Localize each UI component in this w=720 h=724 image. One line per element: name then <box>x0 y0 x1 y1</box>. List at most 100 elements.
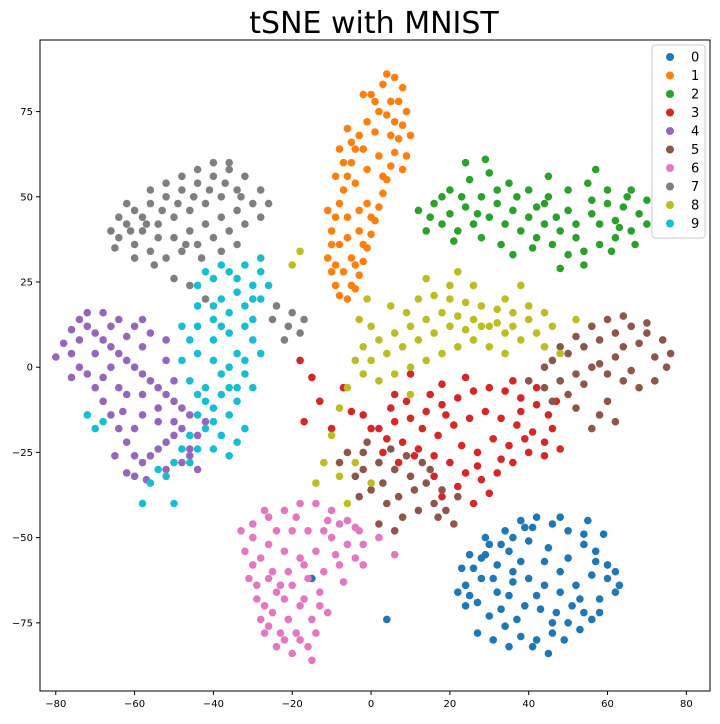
scatter-point-digit-6 <box>339 578 348 586</box>
scatter-point-digit-1 <box>398 83 407 92</box>
scatter-point-digit-9 <box>178 322 186 331</box>
scatter-point-digit-8 <box>387 302 395 310</box>
scatter-point-digit-8 <box>501 349 509 358</box>
scatter-point-digit-8 <box>532 329 541 337</box>
scatter-point-digit-1 <box>343 295 352 303</box>
scatter-point-digit-3 <box>327 424 336 433</box>
scatter-point-digit-3 <box>473 448 482 457</box>
scatter-point-digit-2 <box>611 233 620 242</box>
scatter-point-digit-6 <box>256 554 265 562</box>
scatter-point-digit-9 <box>146 479 155 487</box>
scatter-point-digit-9 <box>256 295 265 303</box>
x-axis: −80 −60 −40 −20 0 20 40 60 80 <box>45 691 693 710</box>
scatter-point-digit-2 <box>556 264 564 273</box>
scatter-point-digit-9 <box>162 472 170 481</box>
scatter-point-digit-5 <box>658 336 667 344</box>
scatter-point-digit-6 <box>288 581 297 590</box>
scatter-point-digit-7 <box>280 336 289 344</box>
scatter-point-digit-1 <box>387 162 395 170</box>
scatter-point-digit-0 <box>615 581 624 590</box>
scatter-point-digit-1 <box>390 73 399 82</box>
scatter-point-digit-2 <box>603 199 612 208</box>
scatter-point-digit-0 <box>588 571 596 579</box>
scatter-point-digit-3 <box>418 424 427 433</box>
scatter-point-digit-1 <box>390 118 399 126</box>
scatter-point-digit-1 <box>375 152 383 160</box>
scatter-point-digit-6 <box>276 629 285 637</box>
scatter-point-digit-8 <box>343 383 352 392</box>
legend-label-5: 5 <box>691 143 699 158</box>
scatter-point-digit-4 <box>154 404 162 412</box>
scatter-point-digit-7 <box>225 158 233 167</box>
scatter-point-digit-4 <box>170 397 178 406</box>
scatter-point-digit-4 <box>67 325 76 334</box>
scatter-point-digit-9 <box>241 261 249 269</box>
scatter-point-digit-2 <box>477 233 486 242</box>
scatter-point-digit-1 <box>335 199 344 208</box>
scatter-point-digit-8 <box>406 322 415 331</box>
scatter-point-digit-3 <box>442 411 450 419</box>
scatter-point-digit-1 <box>367 90 375 99</box>
scatter-point-digit-3 <box>556 445 564 453</box>
scatter-point-digit-3 <box>430 452 438 460</box>
scatter-point-digit-1 <box>394 97 403 106</box>
scatter-point-digit-8 <box>461 325 470 334</box>
scatter-point-digit-1 <box>359 240 368 249</box>
x-tick-label: 40 <box>522 699 535 710</box>
scatter-point-digit-6 <box>327 533 336 542</box>
scatter-point-digit-4 <box>99 397 107 406</box>
scatter-point-digit-0 <box>521 602 529 610</box>
scatter-point-digit-1 <box>371 97 379 106</box>
scatter-point-digit-2 <box>457 193 466 201</box>
scatter-point-digit-8 <box>414 295 423 303</box>
scatter-point-digit-2 <box>556 227 564 235</box>
scatter-point-digit-9 <box>193 390 202 399</box>
scatter-point-digit-5 <box>442 506 450 515</box>
scatter-point-digit-9 <box>209 336 218 344</box>
scatter-point-digit-7 <box>193 240 202 249</box>
scatter-point-digit-0 <box>540 557 549 566</box>
scatter-point-digit-2 <box>580 261 588 269</box>
scatter-point-digit-0 <box>556 588 564 596</box>
scatter-point-digit-0 <box>524 537 533 545</box>
scatter-point-digit-4 <box>170 431 178 440</box>
scatter-point-digit-6 <box>292 513 301 521</box>
scatter-point-digit-4 <box>130 322 139 331</box>
scatter-point-digit-5 <box>619 377 628 385</box>
legend-label-9: 9 <box>691 217 699 232</box>
scatter-point-digit-3 <box>375 424 383 433</box>
scatter-point-digit-7 <box>209 172 218 181</box>
scatter-point-digit-7 <box>209 158 218 167</box>
scatter-point-digit-4 <box>75 336 84 344</box>
scatter-point-digit-8 <box>556 349 564 358</box>
scatter-point-digit-2 <box>505 179 513 187</box>
scatter-point-digit-9 <box>193 411 202 419</box>
legend: 0 1 2 3 4 5 6 7 8 9 <box>651 44 706 239</box>
scatter-point-digit-1 <box>398 165 407 174</box>
scatter-point-digit-9 <box>217 390 226 399</box>
scatter-point-digit-9 <box>225 383 233 392</box>
scatter-point-digit-4 <box>193 465 202 474</box>
scatter-point-digit-1 <box>387 97 395 106</box>
scatter-point-digit-6 <box>237 527 245 535</box>
scatter-point-digit-0 <box>461 602 470 610</box>
scatter-point-digit-5 <box>556 343 564 351</box>
scatter-point-digit-9 <box>201 424 210 433</box>
scatter-point-digit-2 <box>611 216 620 225</box>
scatter-point-digit-9 <box>249 281 257 290</box>
scatter-point-digit-4 <box>138 458 147 467</box>
scatter-point-digit-8 <box>501 329 509 337</box>
scatter-point-digit-2 <box>588 196 596 204</box>
scatter-point-digit-1 <box>363 199 371 208</box>
scatter-point-digit-4 <box>115 424 123 433</box>
scatter-point-digit-2 <box>493 186 502 194</box>
scatter-point-digit-8 <box>477 322 486 331</box>
scatter-point-digit-3 <box>548 424 557 433</box>
scatter-point-digit-0 <box>513 615 521 624</box>
scatter-point-digit-5 <box>643 329 651 337</box>
scatter-point-digit-2 <box>591 165 600 174</box>
scatter-point-digit-5 <box>556 377 564 385</box>
scatter-point-digit-2 <box>493 199 502 208</box>
scatter-point-digit-1 <box>398 121 407 129</box>
